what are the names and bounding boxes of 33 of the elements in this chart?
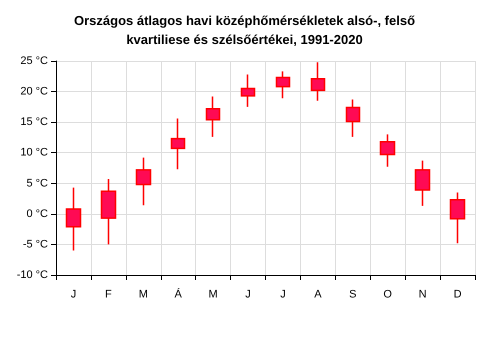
x-tick-label: J <box>70 288 76 300</box>
y-tick-label: 25 °C <box>20 55 48 67</box>
candlestick <box>450 192 466 244</box>
x-tick-label: J <box>245 288 251 300</box>
chart-title: Országos átlagos havi középhőmérsékletek alsó-, felső kvartiliese és szélsőértékei, 1991-2020 <box>74 13 416 47</box>
candlestick <box>206 96 220 138</box>
candlestick <box>136 156 152 206</box>
y-tick-label: 15 °C <box>20 116 48 128</box>
y-tick-label: 10 °C <box>20 146 48 159</box>
candlestick <box>66 186 82 252</box>
candlestick <box>170 118 186 170</box>
candlestick <box>240 74 256 108</box>
x-tick-label: O <box>383 288 392 300</box>
x-tick-label: S <box>349 288 356 300</box>
x-tick-label: J <box>280 288 286 300</box>
x-tick-label: M <box>208 288 218 300</box>
x-tick-label: Á <box>174 288 183 300</box>
x-tick-label: N <box>418 288 427 300</box>
x-tick-label: M <box>138 288 148 300</box>
y-tick-label: -10 °C <box>16 269 48 281</box>
candlestick <box>346 98 360 138</box>
y-tick-label: 0 °C <box>26 208 48 220</box>
x-tick-label: D <box>454 288 462 300</box>
x-tick-label: F <box>105 288 112 300</box>
candlestick <box>414 160 430 207</box>
candlestick <box>276 70 290 100</box>
y-tick-label: -5 °C <box>22 238 48 250</box>
y-tick-label: 20 °C <box>20 86 48 98</box>
x-tick-label: A <box>314 288 322 300</box>
candlestick <box>100 178 116 246</box>
candlestick <box>380 134 396 168</box>
candlestick <box>310 61 326 102</box>
y-tick-label: 5 °C <box>26 177 48 190</box>
